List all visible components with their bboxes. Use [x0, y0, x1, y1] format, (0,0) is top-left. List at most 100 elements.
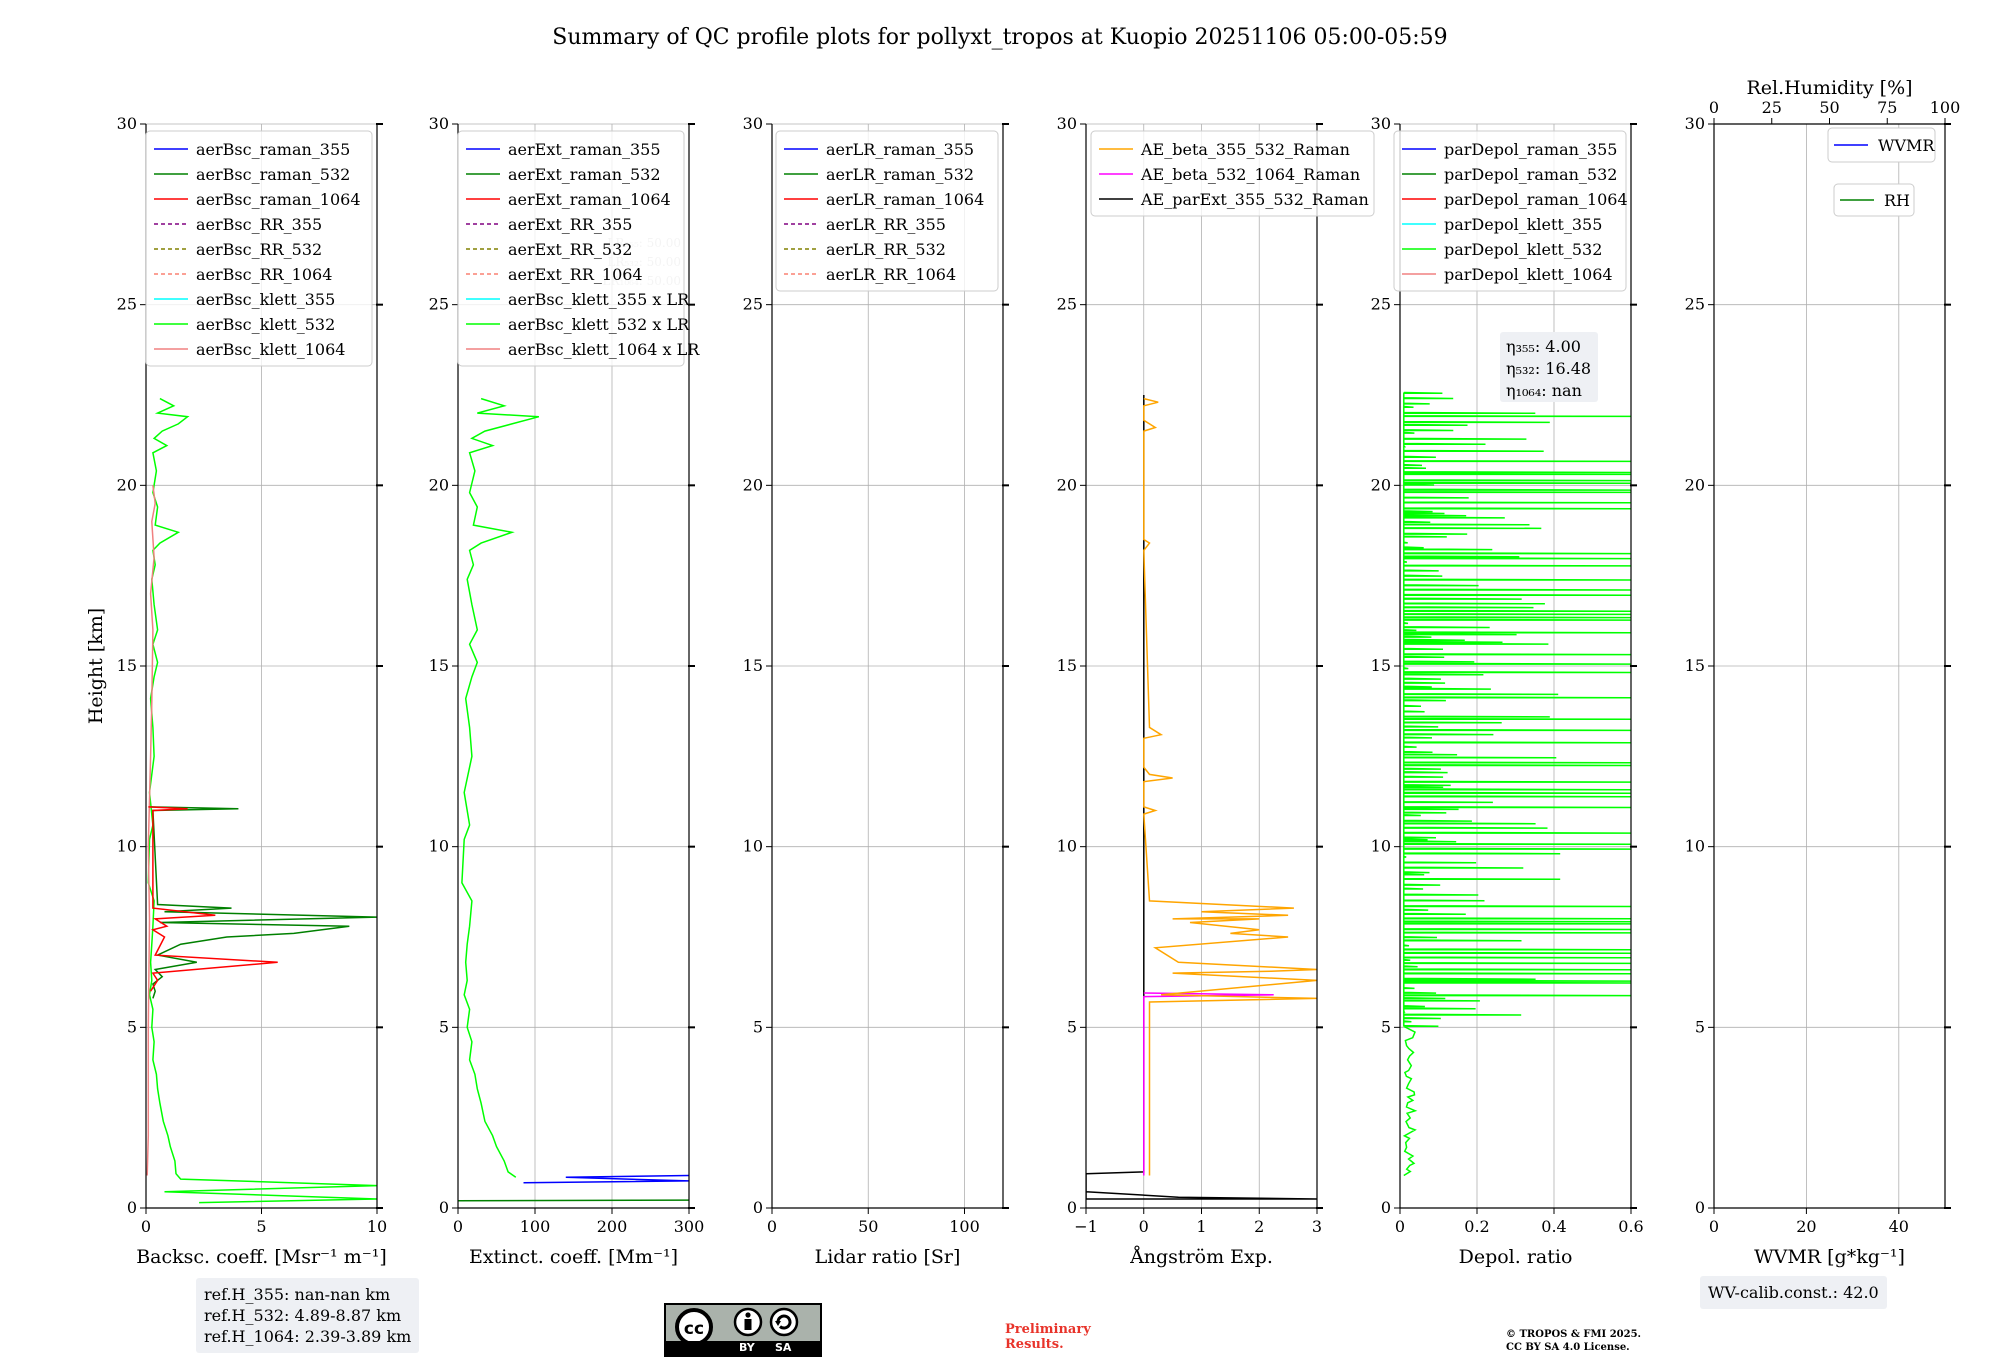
legend-frame	[1393, 130, 1627, 292]
top-x-tick-label: 50	[1819, 98, 1839, 117]
y-tick-label: 5	[1381, 1017, 1391, 1036]
cc-sa-label: SA	[775, 1341, 792, 1354]
y-tick-label: 10	[743, 837, 763, 856]
y-tick-label: 5	[439, 1017, 449, 1036]
x-tick-label: 200	[597, 1217, 628, 1236]
y-tick-label: 0	[1381, 1198, 1391, 1217]
series-aerBsc_raman_532	[150, 806, 377, 999]
legend-frame	[145, 130, 373, 367]
legend: AE_beta_355_532_Raman AE_beta_532_1064_Ra…	[1090, 130, 1375, 217]
series-parDepol_klett_532	[1402, 391, 1631, 1177]
legend: parDepol_raman_355 parDepol_raman_532 parD…	[1393, 130, 1628, 292]
legend-frame	[1827, 127, 1936, 163]
legend-entry-label: aerBsc_RR_355	[196, 215, 322, 234]
y-tick-label: 15	[1057, 656, 1077, 675]
legend-entry-label: aerExt_RR_355	[508, 215, 632, 234]
eta-note-text: η₃₅₅: 4.00	[1506, 337, 1581, 356]
y-tick-label: 25	[429, 295, 449, 314]
legend: aerLR_raman_355 aerLR_raman_532 aerLR_rama…	[775, 130, 999, 292]
x-tick-label: 0	[1139, 1217, 1149, 1236]
x-axis-label: Depol. ratio	[1459, 1246, 1573, 1268]
legend-entry-label: aerExt_RR_532	[508, 240, 632, 259]
legend: aerExt_raman_355 aerExt_raman_532 aerExt_r…	[457, 130, 700, 367]
legend-entry-label: WVMR	[1878, 136, 1935, 155]
legend-frame	[775, 130, 999, 292]
preliminary-line-2: Results.	[1005, 1337, 1064, 1352]
y-tick-label: 0	[753, 1198, 763, 1217]
x-tick-label: 300	[674, 1217, 705, 1236]
cc-license-badge: cc BY SA	[664, 1303, 822, 1357]
y-tick-label: 10	[1057, 837, 1077, 856]
y-tick-label: 5	[1695, 1017, 1705, 1036]
y-tick-label: 10	[429, 837, 449, 856]
x-tick-label: −1	[1074, 1217, 1098, 1236]
y-tick-label: 20	[1371, 475, 1391, 494]
y-tick-label: 25	[117, 295, 137, 314]
y-tick-label: 30	[743, 114, 763, 133]
legend-frame	[457, 130, 685, 367]
data-layer	[146, 397, 377, 1204]
y-tick-label: 15	[1685, 656, 1705, 675]
legend-entry-label: aerLR_raman_532	[826, 165, 974, 184]
wv-calib-constant: WV-calib.const.: 42.0	[1708, 1283, 1879, 1302]
y-tick-label: 25	[1685, 295, 1705, 314]
x-axis-label: Lidar ratio [Sr]	[815, 1246, 961, 1268]
legend-entry-label: aerLR_RR_355	[826, 215, 946, 234]
legend-entry-label: parDepol_raman_355	[1444, 140, 1617, 159]
y-axis-label: Height [km]	[85, 608, 107, 724]
y-tick-label: 15	[429, 656, 449, 675]
series-aerExt_raman_355	[523, 1174, 689, 1184]
series-aerBsc_klett_532	[147, 397, 377, 1204]
top-x-tick-label: 75	[1877, 98, 1897, 117]
x-tick-label: 0.4	[1541, 1217, 1566, 1236]
y-tick-label: 5	[1067, 1017, 1077, 1036]
legend-entry-label: aerBsc_raman_355	[196, 140, 350, 159]
y-tick-label: 5	[127, 1017, 137, 1036]
eta-note-text: η₅₃₂: 16.48	[1506, 359, 1591, 378]
x-tick-label: 20	[1796, 1217, 1816, 1236]
x-tick-label: 3	[1312, 1217, 1322, 1236]
legend-entry-label: aerBsc_klett_355 x LR	[508, 290, 690, 309]
x-tick-label: 0	[1395, 1217, 1405, 1236]
legend-entry-label: aerBsc_klett_355	[196, 290, 335, 309]
top-axis-label: Rel.Humidity [%]	[1746, 77, 1912, 99]
cc-license-icon: cc	[675, 1307, 799, 1343]
legend-entry-label: aerBsc_klett_1064	[196, 340, 345, 359]
panel-depol: 0 5 10 15 20 25 30 0 0.2 0.4 0.6 Depol. ratio η₃₅₅: …	[1371, 114, 1644, 1268]
legend-entry-label: aerExt_raman_355	[508, 140, 661, 159]
x-tick-label: 0	[767, 1217, 777, 1236]
legend-entry-label: parDepol_klett_1064	[1444, 265, 1613, 284]
cc-license-bar: BY SA	[666, 1341, 820, 1355]
eta-note-box	[1500, 332, 1598, 402]
y-tick-label: 0	[1695, 1198, 1705, 1217]
legend-entry-label: aerBsc_klett_532	[196, 315, 335, 334]
preliminary-results-note: Preliminary Results.	[1005, 1322, 1091, 1352]
legend-entry-label: aerLR_RR_1064	[826, 265, 956, 284]
x-axis-label: WVMR [g*kg⁻¹]	[1754, 1246, 1905, 1268]
wv-calibration-box: WV-calib.const.: 42.0	[1700, 1276, 1887, 1309]
ref-height-532: ref.H_532: 4.89-8.87 km	[204, 1306, 402, 1325]
y-tick-label: 20	[1685, 475, 1705, 494]
x-tick-label: 100	[520, 1217, 551, 1236]
data-layer	[1402, 391, 1631, 1177]
series-AE_beta_532_1064_Raman	[1143, 992, 1274, 1176]
legend-entry-label: aerExt_raman_1064	[508, 190, 671, 209]
x-tick-label: 1	[1196, 1217, 1206, 1236]
x-tick-label: 0	[1709, 1217, 1719, 1236]
y-tick-label: 10	[1371, 837, 1391, 856]
x-tick-label: 10	[367, 1217, 387, 1236]
y-tick-label: 0	[439, 1198, 449, 1217]
ref-height-355: ref.H_355: nan-nan km	[204, 1285, 391, 1304]
legend-entry-label: parDepol_klett_355	[1444, 215, 1602, 234]
legend-entry-label: RH	[1884, 191, 1910, 210]
panel-backscatter: 0 5 10 15 20 25 30 0 5 10 Backsc. coeff. [Msr⁻¹ m⁻…	[85, 114, 387, 1268]
y-tick-label: 30	[1371, 114, 1391, 133]
y-tick-label: 30	[429, 114, 449, 133]
top-x-tick-label: 25	[1762, 98, 1782, 117]
x-tick-label: 0	[141, 1217, 151, 1236]
y-tick-label: 20	[117, 475, 137, 494]
figure-title: Summary of QC profile plots for pollyxt_…	[552, 25, 1447, 50]
